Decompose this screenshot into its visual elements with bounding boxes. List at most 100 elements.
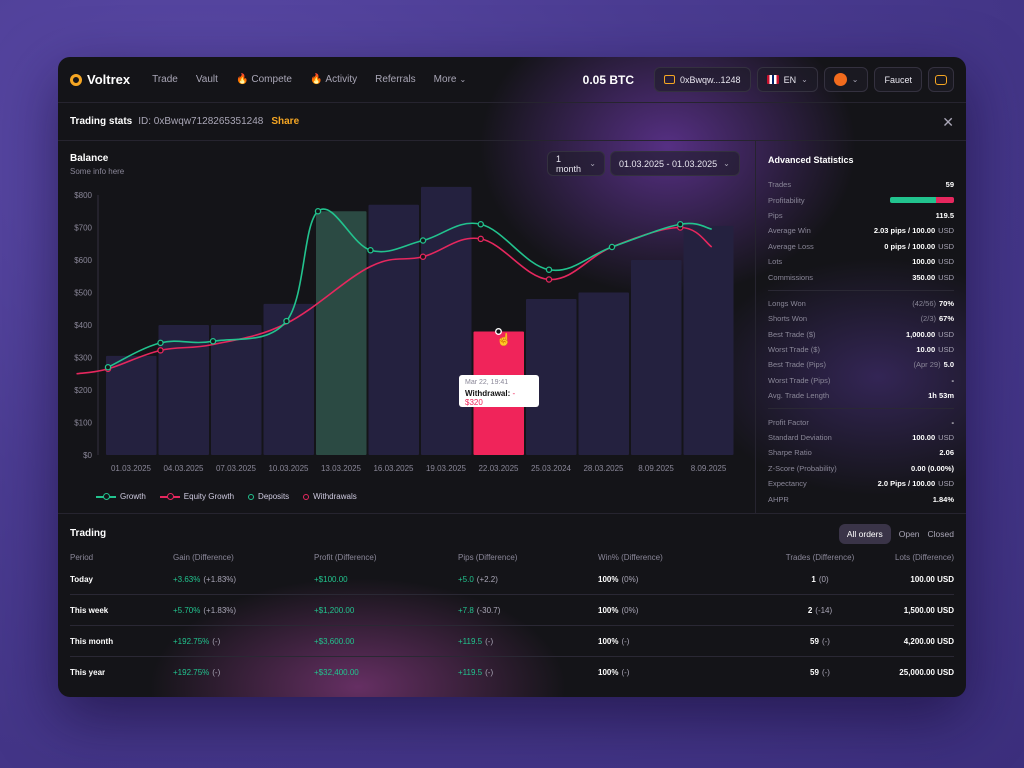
- stat-row: Profitability: [768, 192, 954, 207]
- nav-referrals[interactable]: Referrals: [375, 74, 416, 85]
- cell-text: (-): [212, 636, 221, 646]
- chart-bar: [158, 325, 209, 455]
- growth-point: [209, 337, 217, 345]
- table-cell: 2 (-14): [745, 606, 895, 615]
- cell-text: 59: [810, 668, 819, 677]
- chat-button[interactable]: [928, 67, 954, 92]
- stat-unit: USD: [938, 433, 954, 443]
- wallet-button[interactable]: 0xBwqw...1248: [654, 67, 751, 92]
- cell-text: (0%): [621, 605, 639, 615]
- legend-withdrawals[interactable]: Withdrawals: [303, 492, 357, 501]
- growth-line-icon: [96, 492, 116, 500]
- y-tick-label: $200: [74, 386, 92, 395]
- chat-icon: [935, 74, 947, 85]
- table-row[interactable]: Today +3.63% (+1.83%) +$100.00 +5.0 (+2.2) 100…: [70, 564, 954, 595]
- nav-more[interactable]: More ⌄: [434, 74, 467, 85]
- table-row[interactable]: This month +192.75% (-) +$3,600.00 +119.5 (-)…: [70, 626, 954, 657]
- legend-growth[interactable]: Growth: [96, 492, 146, 501]
- stat-main: 1h 53m: [928, 391, 954, 401]
- stat-row: Trades 59: [768, 177, 954, 192]
- stat-row: Worst Trade ($) 10.00 USD: [768, 342, 954, 357]
- stats-bar: Trading stats ID: 0xBwqw7128265351248 Sh…: [58, 103, 966, 141]
- chart-bar: [368, 204, 419, 455]
- nav-compete[interactable]: 🔥 Compete: [236, 74, 292, 85]
- x-tick-label: 01.03.2025: [111, 464, 152, 473]
- equity-point: [157, 347, 164, 354]
- nav-links: Trade Vault 🔥 Compete 🔥 Activity Referrals…: [152, 74, 466, 85]
- stat-value: 100.00 USD: [912, 433, 954, 442]
- x-tick-label: 07.03.2025: [216, 464, 257, 473]
- table-cell: 1 (0): [745, 575, 895, 584]
- column-header: Period: [70, 552, 94, 562]
- cursor-hand-icon: ☝: [497, 332, 512, 347]
- close-icon[interactable]: ✕: [942, 114, 954, 130]
- nav-vault[interactable]: Vault: [196, 74, 218, 85]
- logo-icon: [70, 73, 82, 86]
- table-row[interactable]: This year +192.75% (-) +$32,400.00 +119.5 (-)…: [70, 657, 954, 688]
- cell-text: (-): [485, 636, 494, 646]
- x-tick-label: 16.03.2025: [373, 464, 414, 473]
- stat-row: Sharpe Ratio 2.06: [768, 445, 954, 460]
- tab-open[interactable]: Open: [898, 529, 920, 539]
- table-cell: Today: [70, 575, 173, 584]
- stat-row: Pips 119.5: [768, 208, 954, 223]
- faucet-button[interactable]: Faucet: [874, 67, 922, 92]
- stat-value: 2.03 pips / 100.00 USD: [874, 226, 954, 235]
- cell-text: +5.70%: [173, 605, 201, 615]
- cell-text: (+1.83%): [203, 574, 237, 584]
- nav-activity[interactable]: 🔥 Activity: [310, 74, 357, 85]
- divider: [768, 408, 954, 410]
- stat-label: Pips: [768, 210, 783, 220]
- stat-main: 5.0: [943, 360, 954, 370]
- column-header: Trades (Difference): [785, 552, 855, 562]
- stat-main: -: [951, 417, 955, 427]
- legend-equity-growth[interactable]: Equity Growth: [159, 492, 234, 501]
- chart-tooltip: Mar 22, 19:41 Withdrawal: - $320: [459, 375, 539, 407]
- legend-deposits[interactable]: Deposits: [248, 492, 289, 501]
- fire-icon: 🔥: [235, 74, 249, 85]
- stat-row: Longs Won (42/56) 70%: [768, 296, 954, 311]
- cell-text: +192.75%: [173, 668, 210, 677]
- stat-row: Best Trade (Pips) (Apr 29) 5.0: [768, 357, 954, 372]
- y-tick-label: $0: [83, 451, 92, 460]
- stat-label: Longs Won: [768, 298, 806, 308]
- stat-main: 67%: [938, 314, 954, 324]
- tab-closed[interactable]: Closed: [927, 529, 954, 539]
- stat-unit: USD: [938, 241, 954, 251]
- table-cell: 59 (-): [745, 668, 895, 677]
- cell-text: +119.5: [458, 636, 483, 646]
- nav-trade[interactable]: Trade: [152, 74, 178, 85]
- language-select[interactable]: EN ⌄: [756, 67, 818, 92]
- table-cell: +7.8 (-30.7): [458, 606, 598, 615]
- period-select[interactable]: 1 month ⌄: [547, 151, 605, 176]
- share-link[interactable]: Share: [271, 116, 300, 127]
- stat-label: Trades: [768, 180, 792, 190]
- stat-value: (2/3) 67%: [921, 314, 954, 323]
- top-nav: Voltrex Trade Vault 🔥 Compete 🔥 Activity R…: [58, 57, 966, 103]
- growth-point: [608, 243, 616, 251]
- stat-value: 119.5: [936, 211, 954, 220]
- x-tick-label: 25.03.2024: [531, 464, 572, 473]
- date-range-select[interactable]: 01.03.2025 - 01.03.2025 ⌄: [610, 151, 740, 176]
- balance-title: Balance: [70, 153, 109, 164]
- stat-main: 350.00: [912, 272, 936, 282]
- tab-all-orders[interactable]: All orders: [838, 524, 891, 544]
- x-tick-label: 8.09.2025: [638, 464, 674, 473]
- logo[interactable]: Voltrex: [70, 72, 130, 87]
- stat-main: 1,000.00: [905, 329, 936, 339]
- table-cell: +5.0 (+2.2): [458, 575, 598, 584]
- column-header: Gain (Difference): [173, 552, 234, 562]
- table-cell: 100% (-): [598, 637, 745, 646]
- stats-id: ID: 0xBwqw7128265351248: [138, 116, 264, 127]
- table-cell: +$32,400.00: [314, 668, 458, 677]
- growth-point: [477, 221, 484, 228]
- stat-label: Sharpe Ratio: [768, 448, 812, 458]
- stat-main: 2.03 pips / 100.00: [873, 226, 936, 236]
- table-cell: 100% (0%): [598, 606, 745, 615]
- table-row[interactable]: This week +5.70% (+1.83%) +$1,200.00 +7.8 (-3…: [70, 595, 954, 626]
- tooltip-row: Withdrawal: - $320: [465, 389, 533, 407]
- token-select[interactable]: ⌄: [823, 67, 869, 92]
- chart-bar: [631, 260, 682, 455]
- chevron-down-icon: ⌄: [459, 75, 467, 84]
- table-body: Today +3.63% (+1.83%) +$100.00 +5.0 (+2.2) 100…: [70, 564, 954, 688]
